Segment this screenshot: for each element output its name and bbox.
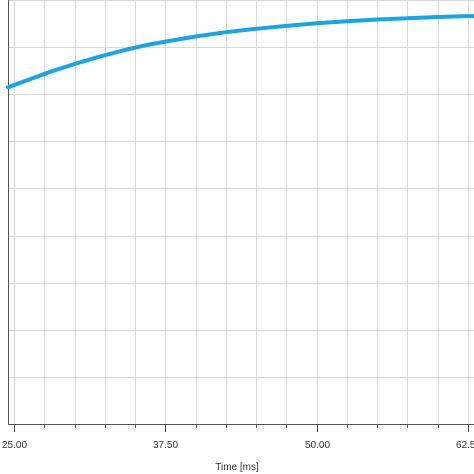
x-tick-label: 62.50 xyxy=(456,440,474,451)
x-tick-label: 37.50 xyxy=(153,440,178,451)
grid xyxy=(8,0,474,425)
x-tick-label: 50.00 xyxy=(305,440,330,451)
series-layer xyxy=(6,14,474,90)
x-axis-title: Time [ms] xyxy=(215,462,259,473)
x-tick-label: 25.00 xyxy=(2,440,27,451)
x-axis: 25.00 37.50 50.00 62.50 xyxy=(2,0,474,451)
series-line xyxy=(6,14,474,90)
